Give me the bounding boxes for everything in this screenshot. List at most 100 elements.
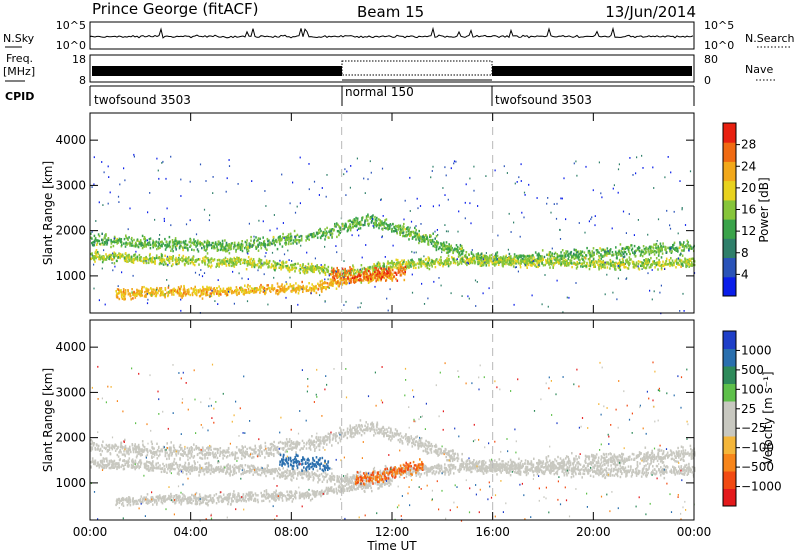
heatmap-cell-0-1-1019: [399, 264, 401, 268]
heatmap-cell-0-1-1535: [418, 261, 421, 264]
heatmap-cell-0-2-160: [305, 289, 308, 293]
heatmap-cell-0-3-167: [370, 277, 372, 281]
heatmap-cell-0-0-1364: [196, 248, 199, 251]
heatmap-speck-0-138: [163, 220, 165, 222]
heatmap-cell-0-0-1247: [359, 220, 362, 223]
heatmap-speck-0-313: [559, 229, 561, 231]
heatmap-cell-0-0-707: [253, 241, 256, 244]
heatmap-cell-0-0-1121: [522, 255, 525, 258]
heatmap-cell-0-0-467: [250, 235, 252, 239]
heatmap-cell-0-2-640: [229, 286, 232, 290]
heatmap-cell-1-0-117: [434, 451, 437, 454]
heatmap-speck-0-59: [560, 197, 562, 200]
heatmap-cell-0-0-1086: [263, 242, 265, 245]
heatmap-cell-0-0-1038: [225, 250, 227, 253]
heatmap-cell-0-2-499: [224, 290, 226, 293]
heatmap-cell-0-3-122: [389, 271, 392, 274]
heatmap-speck-0-407: [232, 270, 234, 273]
heatmap-cell-0-3-129: [395, 271, 397, 275]
heatmap-cell-0-2-529: [377, 278, 380, 282]
heatmap-cell-0-0-960: [347, 226, 349, 230]
heatmap-cell-0-1-1010: [115, 254, 117, 258]
heatmap-cell-0-0-1407: [149, 237, 152, 240]
heatmap-cell-0-2-370: [295, 286, 298, 290]
heatmap-cell-0-1-1430: [248, 262, 250, 265]
heatmap-cell-0-2-353: [338, 281, 340, 284]
heatmap-cell-0-3-11: [380, 267, 382, 270]
heatmap-cell-0-1-909: [90, 252, 92, 256]
heatmap-speck-0-68: [292, 181, 294, 184]
heatmap-cell-0-0-907: [659, 250, 662, 253]
heatmap-cell-0-1-240: [322, 265, 324, 268]
heatmap-cell-0-2-769: [176, 290, 179, 293]
heatmap-cell-0-1-979: [258, 261, 261, 264]
heatmap-cell-0-2-14: [115, 290, 117, 293]
heatmap-cell-0-0-839: [399, 233, 401, 236]
heatmap-cell-0-2-687: [172, 288, 174, 291]
heatmap-cell-0-3-175: [381, 271, 383, 274]
heatmap-cell-0-2-253: [231, 292, 233, 295]
heatmap-cell-0-1-1064: [571, 262, 573, 265]
heatmap-cell-0-0-1523: [569, 251, 572, 254]
heatmap-cell-0-1-356: [658, 258, 660, 262]
heatmap-cell-0-2-534: [286, 287, 289, 290]
heatmap-cell-0-0-1579: [182, 246, 184, 249]
heatmap-cell-0-1-374: [485, 262, 488, 265]
heatmap-cell-0-0-1466: [660, 244, 662, 248]
heatmap-cell-0-0-1348: [208, 244, 211, 247]
heatmap-cell-0-1-834: [580, 265, 582, 268]
heatmap-cell-0-0-115: [675, 249, 678, 252]
heatmap-cell-0-2-265: [123, 298, 125, 301]
heatmap-cell-0-0-660: [282, 232, 284, 236]
heatmap-cell-0-1-1619: [547, 261, 550, 264]
heatmap-cell-0-3-114: [373, 266, 376, 269]
heatmap-cell-1-0-150: [390, 439, 392, 442]
heatmap-cell-0-0-1535: [420, 236, 422, 240]
heatmap-cell-0-0-1426: [158, 238, 160, 241]
heatmap-cell-0-2-690: [129, 294, 131, 297]
heatmap-cell-0-0-1284: [226, 249, 229, 253]
heatmap-cell-0-3-96: [344, 267, 346, 271]
heatmap-cell-0-2-264: [210, 294, 213, 298]
power-x-ticks: [89, 113, 695, 313]
heatmap-cell-0-1-184: [136, 259, 139, 262]
heatmap-cell-0-1-741: [111, 258, 113, 261]
heatmap-cell-0-0-1255: [329, 233, 332, 237]
heatmap-speck-0-265: [684, 224, 687, 226]
heatmap-cell-0-1-1315: [570, 259, 573, 262]
y-tick-label-0-1: 2000: [55, 224, 86, 238]
heatmap-cell-1-0-33: [444, 451, 447, 455]
heatmap-cell-0-1-1666: [216, 259, 219, 262]
heatmap-cell-0-1-1465: [645, 261, 647, 265]
heatmap-cell-0-1-1449: [178, 261, 180, 264]
heatmap-cell-0-3-33: [399, 268, 402, 272]
heatmap-cell-0-1-1616: [469, 257, 472, 260]
heatmap-cell-0-0-1550: [236, 243, 239, 246]
heatmap-cell-0-1-907: [99, 256, 102, 260]
heatmap-cell-0-1-694: [339, 275, 341, 278]
heatmap-cell-0-0-1522: [661, 247, 663, 250]
heatmap-cell-1-0-105: [195, 447, 198, 451]
heatmap-cell-0-1-1613: [243, 259, 246, 262]
heatmap-speck-0-377: [166, 255, 168, 258]
heatmap-cell-0-0-956: [369, 215, 372, 219]
heatmap-speck-0-204: [226, 177, 228, 180]
heatmap-cell-0-1-836: [583, 261, 585, 264]
heatmap-cell-0-0-1663: [131, 244, 134, 247]
heatmap-cell-0-0-1272: [115, 239, 117, 243]
heatmap-cell-0-0-1085: [636, 247, 639, 250]
heatmap-cell-0-1-1505: [495, 263, 497, 266]
heatmap-cell-0-3-84: [331, 269, 333, 272]
heatmap-cell-0-1-1396: [461, 258, 464, 261]
heatmap-cell-0-0-503: [402, 227, 404, 231]
heatmap-cell-0-2-297: [145, 287, 148, 291]
heatmap-cell-0-0-1302: [210, 243, 212, 247]
heatmap-cell-0-1-1204: [192, 261, 195, 265]
heatmap-cell-0-1-1127: [690, 261, 693, 264]
heatmap-cell-0-1-1279: [471, 259, 473, 263]
heatmap-cell-0-0-1387: [157, 241, 159, 244]
heatmap-cell-0-1-1256: [158, 262, 161, 266]
heatmap-cell-0-1-132: [619, 264, 622, 267]
power-mode-boundaries: [341, 113, 494, 313]
heatmap-cell-0-0-276: [429, 240, 432, 244]
